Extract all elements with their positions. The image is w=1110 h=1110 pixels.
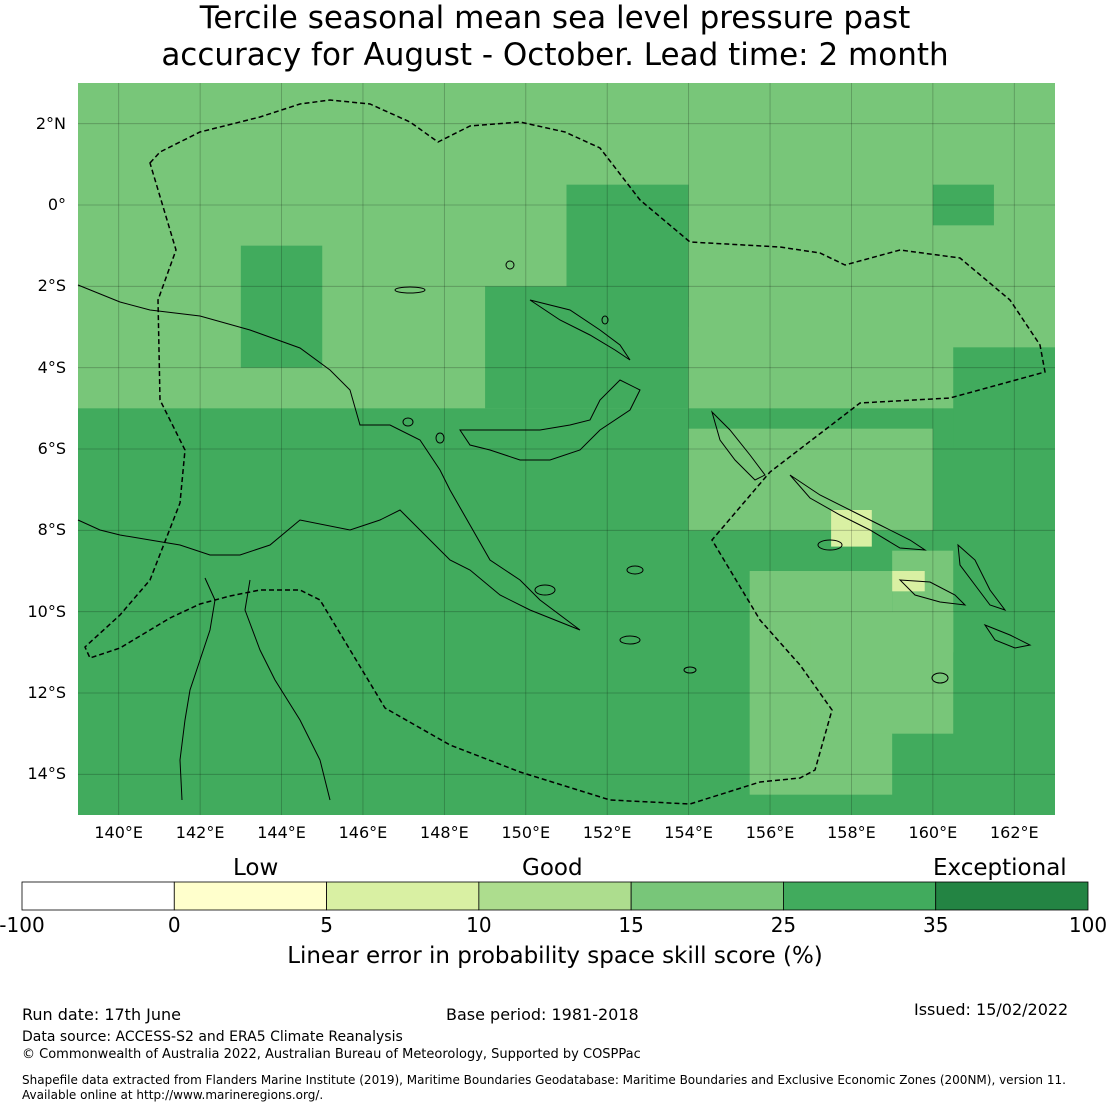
new-britain-coastline (459, 379, 641, 461)
new-guinea-coastline (77, 284, 581, 631)
longitude-tick-label: 156°E (745, 823, 795, 842)
longitude-tick-label: 146°E (338, 823, 388, 842)
cape-york-coastline (179, 577, 331, 801)
longitude-tick-label: 144°E (257, 823, 306, 842)
latitude-tick-label: 12°S (27, 683, 66, 702)
skill-region-25-35 (240, 245, 323, 368)
title-line-1: Tercile seasonal mean sea level pressure… (199, 0, 911, 36)
title-line-2: accuracy for August - October. Lead time… (161, 37, 949, 73)
malaita-coastline (957, 543, 1007, 611)
colorbar-swatch (478, 881, 632, 911)
colorbar-swatch (630, 881, 784, 911)
colorbar-tick-label: 35 (922, 913, 949, 937)
skill-region-15-25 (810, 611, 954, 734)
latitude-tick-label: 14°S (27, 764, 66, 784)
guadalcanal-coastline (898, 579, 967, 606)
colorbar-swatch (783, 881, 937, 911)
latitude-tick-label: 6°S (37, 439, 66, 458)
longitude-tick-label: 140°E (94, 823, 144, 842)
colorbar-label: Linear error in probability space skill … (287, 943, 823, 969)
longitude-tick-label: 148°E (420, 823, 469, 842)
latitude-tick-label: 10°S (27, 601, 66, 621)
data-source: Data source: ACCESS-S2 and ERA5 Climate … (22, 1029, 403, 1045)
colorbar-swatch (173, 881, 327, 911)
eez-boundary (84, 99, 1046, 805)
latitude-tick-label: 2°S (37, 276, 66, 296)
colorbar-tick-label: 5 (320, 913, 333, 937)
skill-region-25-35 (953, 347, 1055, 449)
latitude-tick-label: 8°S (37, 520, 66, 540)
colorbar-swatch (21, 881, 175, 911)
skill-region-25-35 (485, 286, 689, 409)
issued-date: Issued: 15/02/2022 (914, 1000, 1069, 1019)
colorbar-tick-label: -100 (0, 913, 45, 937)
solomon-islands-coastline (789, 474, 927, 551)
new-ireland-coastline (529, 299, 631, 361)
longitude-tick-label: 158°E (827, 823, 876, 842)
longitude-tick-label: 152°E (582, 823, 632, 842)
bougainville-coastline (710, 410, 766, 481)
colorbar-tick-label: 10 (466, 913, 492, 937)
skill-score-grid (78, 83, 1055, 815)
latitude-tick-label: 4°S (37, 357, 66, 377)
coastline-and-eez (77, 99, 1046, 805)
category-low: Low (233, 855, 279, 881)
colorbar-swatch (326, 881, 480, 911)
colorbar-tick-label: 0 (167, 913, 181, 937)
longitude-tick-label: 150°E (501, 823, 551, 842)
chart-title: Tercile seasonal mean sea level pressure… (0, 0, 1110, 74)
copyright: © Commonwealth of Australia 2022, Austra… (22, 1047, 641, 1062)
colorbar-swatches (21, 881, 1089, 911)
colorbar-swatch (935, 881, 1089, 911)
colorbar-tick-label: 15 (618, 913, 644, 937)
skill-region-5-10 (831, 510, 872, 547)
longitude-tick-label: 160°E (908, 823, 958, 842)
skill-region-5-10 (892, 571, 925, 592)
longitude-tick-label: 162°E (989, 823, 1039, 842)
colorbar-tick-label: 25 (770, 913, 797, 937)
category-exceptional: Exceptional (933, 855, 1067, 881)
shapefile-credit-line-1: Shapefile data extracted from Flanders M… (22, 1073, 1066, 1087)
category-good: Good (522, 855, 583, 881)
graticule (78, 83, 1055, 815)
skill-region-15-25 (688, 428, 933, 531)
makira-coastline (983, 623, 1032, 649)
base-period: Base period: 1981-2018 (446, 1005, 639, 1024)
shapefile-credit-line-2: Available online at http://www.marinereg… (22, 1088, 324, 1102)
run-date: Run date: 17th June (22, 1005, 182, 1024)
skill-region-25-35 (932, 184, 994, 226)
longitude-tick-label: 154°E (664, 823, 713, 842)
latitude-tick-label: 0° (47, 195, 66, 214)
latitude-tick-label: 2°N (35, 113, 66, 133)
colorbar-tick-label: 100 (1068, 913, 1108, 937)
longitude-tick-label: 142°E (175, 823, 225, 842)
